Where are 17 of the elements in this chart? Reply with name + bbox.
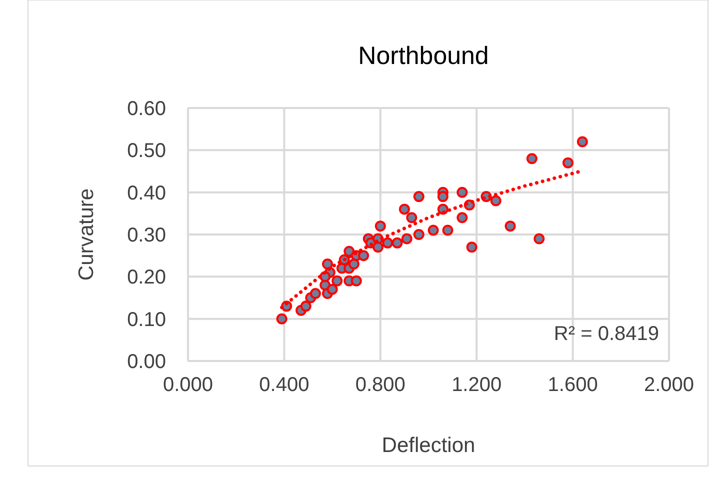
y-tick-label: 0.30	[127, 224, 166, 246]
y-tick-label: 0.60	[127, 98, 166, 120]
x-tick-label: 0.800	[355, 374, 406, 396]
y-tick-label: 0.50	[127, 140, 166, 162]
x-tick-label: 1.200	[452, 374, 502, 396]
y-tick-label: 0.00	[127, 351, 166, 373]
x-tick-label: 1.600	[548, 374, 598, 396]
x-tick-label: 2.000	[644, 374, 694, 396]
x-tick-label: 0.400	[259, 374, 310, 396]
annotation: R² = 0.8419	[554, 323, 659, 345]
y-tick-label: 0.20	[127, 266, 166, 289]
y-tick-label: 0.10	[127, 308, 166, 331]
x-axis-title: Deflection	[382, 434, 476, 457]
y-tick-label: 0.40	[127, 182, 166, 204]
x-tick-label: 0.000	[162, 374, 214, 396]
y-axis-title: Curvature	[75, 188, 98, 281]
chart-title: Northbound	[358, 42, 489, 70]
